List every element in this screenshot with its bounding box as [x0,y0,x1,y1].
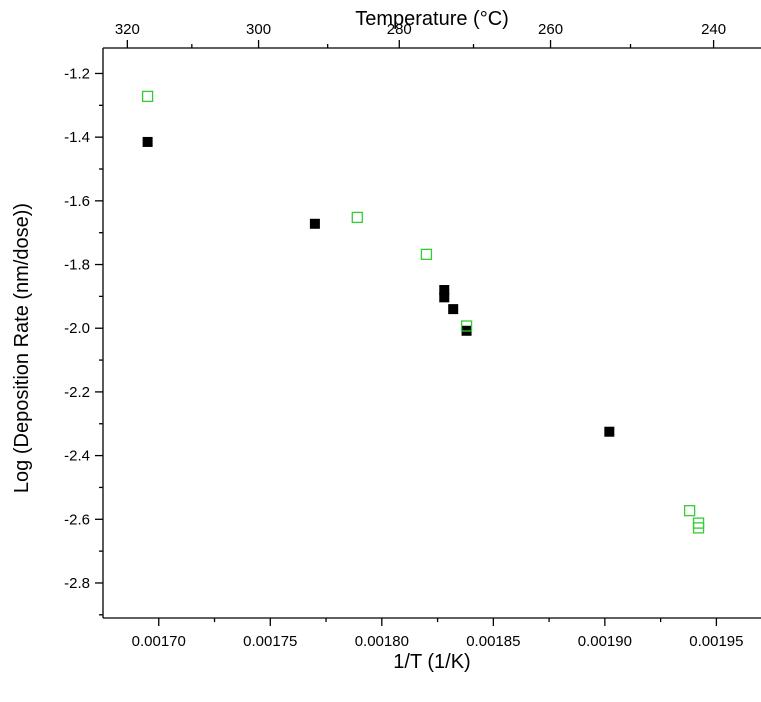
open-square-point [683,505,696,517]
x-tick-label: 0.00190 [578,633,632,650]
top-axis-title: Temperature (°C) [355,8,509,30]
open-square-point [141,90,154,103]
filled-square-point [604,426,615,437]
y-axis-title: Log (Deposition Rate (nm/dose)) [11,203,33,493]
top-tick-label: 300 [246,21,271,38]
data-points [141,90,705,534]
x-tick-label: 0.00180 [355,633,409,650]
y-tick-label: -2.8 [64,575,90,592]
axes: 0.00170 0.00175 0.00180 0.00185 0.00190 0.001… [64,21,761,650]
x-tick-label: 0.00185 [466,633,520,650]
bottom-axis-title: 1/T (1/K) [393,651,470,673]
top-tick-label: 320 [115,21,140,38]
top-tick-label: 280 [387,21,412,38]
filled-square-point [448,304,459,315]
filled-square-point [309,218,320,229]
x-tick-label: 0.00175 [243,633,297,650]
x-tick-label: 0.00170 [132,633,186,650]
open-square-point [460,320,473,332]
filled-square-point [439,292,450,303]
y-tick-label: -1.2 [64,65,90,82]
filled-square-point [439,285,450,296]
x-tick-label: 0.00195 [689,633,743,650]
filled-square-point [142,136,153,147]
y-tick-label: -1.8 [64,257,90,274]
y-tick-label: -1.6 [64,193,90,210]
open-square-point [351,211,363,224]
y-tick-label: -1.4 [64,129,90,146]
open-square-point [420,248,433,260]
top-tick-label: 260 [538,21,563,38]
open-square-point [692,522,705,534]
y-tick-label: -2.4 [64,448,90,465]
y-tick-label: -2.6 [64,511,90,528]
top-tick-label: 240 [701,21,726,38]
y-tick-label: -2.2 [64,384,90,401]
y-tick-label: -2.0 [64,320,90,337]
